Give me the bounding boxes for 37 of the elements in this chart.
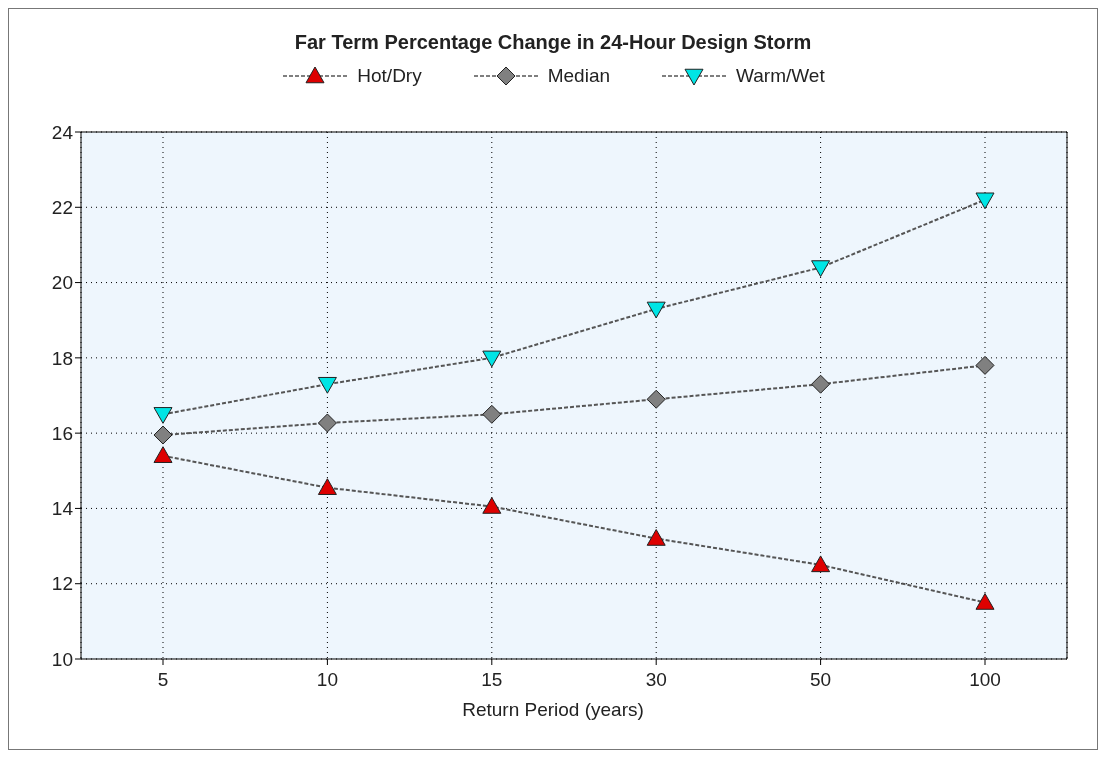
point bbox=[975, 355, 995, 375]
point bbox=[975, 593, 995, 610]
point bbox=[646, 529, 666, 546]
point bbox=[317, 413, 337, 433]
point bbox=[482, 497, 502, 514]
point bbox=[482, 404, 502, 424]
y-tick-label: 22 bbox=[51, 197, 73, 219]
x-axis-title: Return Period (years) bbox=[461, 699, 645, 722]
point bbox=[811, 374, 831, 394]
x-tick-label: 100 bbox=[969, 669, 1001, 691]
point bbox=[646, 301, 666, 319]
y-tick-label: 20 bbox=[51, 272, 73, 294]
y-tick-label: 10 bbox=[51, 648, 73, 670]
x-tick-label: 50 bbox=[810, 669, 832, 691]
x-tick-label: 5 bbox=[157, 669, 169, 691]
y-tick-label: 14 bbox=[51, 498, 74, 520]
point bbox=[153, 425, 173, 445]
point bbox=[811, 555, 831, 573]
legend-label: Hot/Dry bbox=[357, 65, 422, 87]
x-tick-label: 15 bbox=[481, 669, 503, 691]
point bbox=[482, 350, 502, 368]
y-tick-label: 24 bbox=[51, 121, 74, 143]
point bbox=[811, 260, 831, 278]
point bbox=[317, 478, 337, 495]
x-tick-label: 10 bbox=[316, 669, 338, 691]
point bbox=[646, 389, 666, 409]
point bbox=[153, 407, 173, 424]
point bbox=[317, 376, 337, 394]
point bbox=[975, 192, 995, 210]
legend-label: Warm/Wet bbox=[736, 65, 825, 87]
chart-title: Far Term Percentage Change in 24-Hour Design Storm bbox=[293, 30, 813, 55]
x-tick-label: 30 bbox=[645, 669, 667, 691]
y-tick-label: 18 bbox=[51, 347, 73, 369]
legend-label: Median bbox=[547, 65, 611, 87]
y-tick-label: 12 bbox=[51, 573, 73, 595]
point bbox=[153, 446, 173, 463]
y-tick-label: 16 bbox=[51, 422, 73, 444]
